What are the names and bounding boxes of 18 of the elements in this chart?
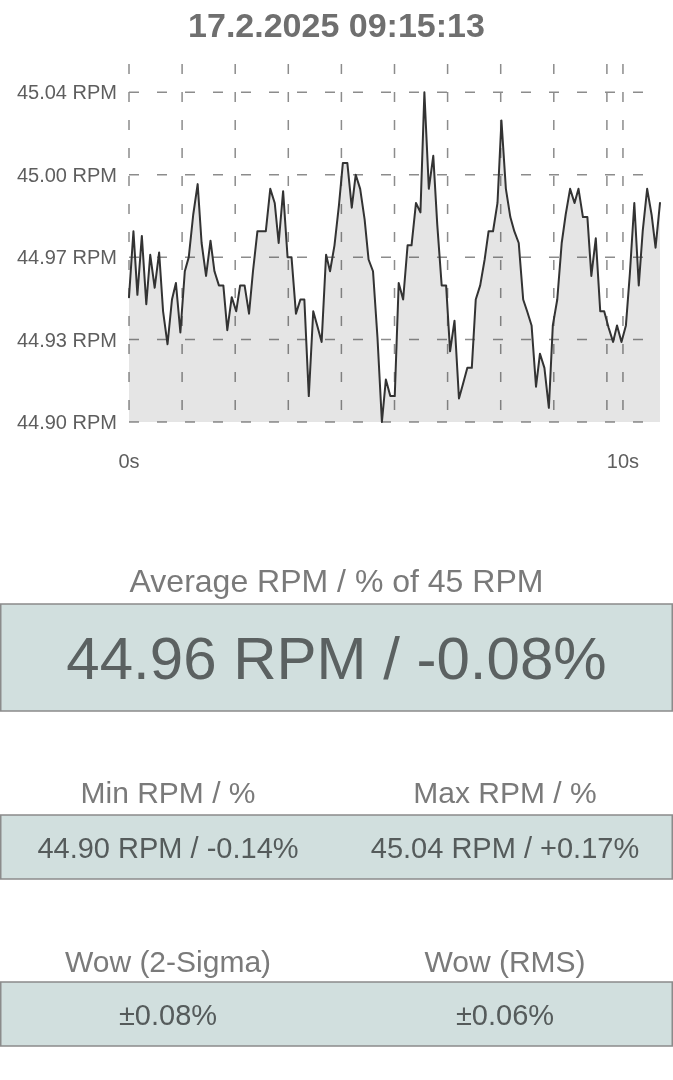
text: Wow (2-Sigma)	[64, 944, 272, 978]
y-tick-label: 44.90 RPM	[16, 411, 117, 433]
text: 45.04 RPM / +0.17%	[370, 832, 640, 864]
text: ±0.08%	[118, 999, 218, 1031]
text: Max RPM / %	[413, 775, 597, 809]
y-tick-label: 44.97 RPM	[16, 246, 117, 269]
y-tick-label: 45.00 RPM	[16, 163, 117, 186]
text: Wow (RMS)	[424, 944, 586, 978]
chart-title: 17.2.2025 09:15:13	[188, 6, 485, 44]
text: ±0.06%	[455, 999, 555, 1031]
text: 44.90 RPM / -0.14%	[37, 832, 299, 864]
y-tick-label: 45.04 RPM	[16, 81, 117, 104]
text: Min RPM / %	[80, 775, 256, 809]
x-tick-label: 10s	[606, 450, 640, 472]
text: 44.96 RPM / -0.08%	[66, 624, 607, 692]
text: Average RPM / % of 45 RPM	[129, 563, 544, 599]
y-tick-label: 44.93 RPM	[16, 328, 117, 351]
x-tick-label: 0s	[118, 450, 140, 472]
